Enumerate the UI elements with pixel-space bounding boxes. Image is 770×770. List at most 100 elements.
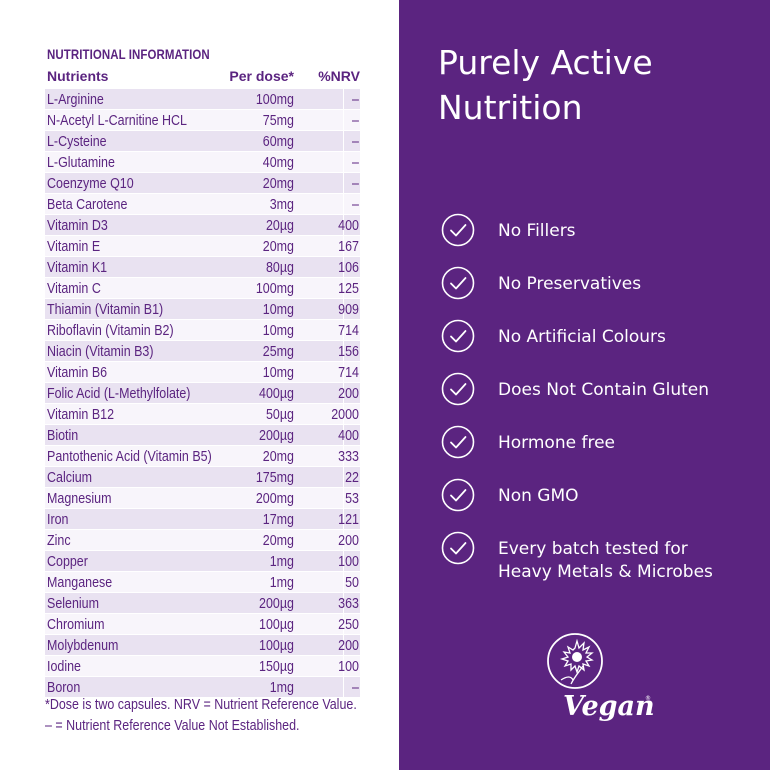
- nutrient-dose: 3mg: [269, 197, 294, 213]
- header-per-dose: Per dose*: [229, 68, 294, 84]
- nutrient-dose: 150µg: [259, 659, 294, 675]
- nutrient-dose: 10mg: [262, 323, 294, 339]
- column-divider: [343, 383, 344, 404]
- nutrient-dose: 20mg: [262, 449, 294, 465]
- nutrient-dose: 1mg: [269, 680, 294, 696]
- feature-line: Does Not Contain Gluten: [498, 380, 709, 400]
- table-row: Copper 1mg 100: [45, 551, 360, 572]
- feature-text: No Preservatives: [498, 273, 641, 296]
- nutrient-nrv: –: [352, 113, 359, 129]
- column-divider: [343, 362, 344, 383]
- nutrient-name: Riboflavin (Vitamin B2): [47, 323, 174, 339]
- nutrient-dose: 100mg: [255, 92, 294, 108]
- nutrient-name: Magnesium: [47, 491, 112, 507]
- nutrient-name: Pantothenic Acid (Vitamin B5): [47, 449, 212, 465]
- nutrient-dose: 400µg: [259, 386, 294, 402]
- table-row: Magnesium 200mg 53: [45, 488, 360, 509]
- feature-item: Non GMO: [441, 478, 761, 518]
- column-divider: [343, 257, 344, 278]
- column-divider: [343, 551, 344, 572]
- nutrient-name: Iron: [47, 512, 69, 528]
- nutrient-nrv: –: [352, 155, 359, 171]
- table-row: Selenium 200µg 363: [45, 593, 360, 614]
- column-divider: [343, 509, 344, 530]
- table-row: Biotin 200µg 400: [45, 425, 360, 446]
- column-divider: [343, 446, 344, 467]
- nutrient-nrv: 714: [338, 365, 359, 381]
- nutrient-name: Chromium: [47, 617, 105, 633]
- feature-item: No Fillers: [441, 213, 761, 253]
- feature-item: No Preservatives: [441, 266, 761, 306]
- feature-item: Does Not Contain Gluten: [441, 372, 761, 412]
- nutrient-nrv: 156: [338, 344, 359, 360]
- table-row: L-Cysteine 60mg –: [45, 131, 360, 152]
- nutrient-nrv: 200: [338, 638, 359, 654]
- nutrient-nrv: –: [352, 92, 359, 108]
- table-row: N-Acetyl L-Carnitine HCL 75mg –: [45, 110, 360, 131]
- table-row: Chromium 100µg 250: [45, 614, 360, 635]
- nutrient-nrv: 100: [338, 659, 359, 675]
- column-divider: [343, 488, 344, 509]
- nutrient-nrv: 22: [345, 470, 359, 486]
- nutrient-nrv: 53: [345, 491, 359, 507]
- table-row: Coenzyme Q10 20mg –: [45, 173, 360, 194]
- table-row: Zinc 20mg 200: [45, 530, 360, 551]
- table-row: Vitamin E 20mg 167: [45, 236, 360, 257]
- check-circle-icon: [441, 478, 475, 512]
- feature-line: Hormone free: [498, 433, 615, 453]
- column-divider: [343, 215, 344, 236]
- nutrient-dose: 40mg: [262, 155, 294, 171]
- nutrient-name: Vitamin E: [47, 239, 101, 255]
- header-nutrients: Nutrients: [47, 68, 109, 84]
- nutrient-dose: 80µg: [265, 260, 294, 276]
- nutrient-name: Folic Acid (L-Methylfolate): [47, 386, 191, 402]
- column-divider: [343, 299, 344, 320]
- nutrient-nrv: 363: [338, 596, 359, 612]
- vegan-logo: Vegan ®: [547, 633, 655, 722]
- feature-text: Non GMO: [498, 485, 579, 508]
- nutrient-name: Molybdenum: [47, 638, 119, 654]
- feature-text: Hormone free: [498, 432, 615, 455]
- feature-text: Does Not Contain Gluten: [498, 379, 709, 402]
- vegan-logo-text: Vegan: [563, 691, 655, 722]
- column-divider: [343, 530, 344, 551]
- nutrient-nrv: 121: [338, 512, 359, 528]
- feature-item: Hormone free: [441, 425, 761, 465]
- nutrient-dose: 50µg: [265, 407, 294, 423]
- nutrient-dose: 20mg: [262, 176, 294, 192]
- nutrient-dose: 200µg: [259, 428, 294, 444]
- nutrient-name: Iodine: [47, 659, 81, 675]
- nutrient-nrv: 2000: [331, 407, 359, 423]
- nutrient-dose: 20mg: [262, 533, 294, 549]
- nutrient-dose: 200mg: [255, 491, 294, 507]
- feature-line: Every batch tested for: [498, 539, 688, 559]
- table-row: Vitamin B12 50µg 2000: [45, 404, 360, 425]
- nutrient-name: Niacin (Vitamin B3): [47, 344, 154, 360]
- column-divider: [343, 320, 344, 341]
- column-divider: [343, 467, 344, 488]
- nutrient-nrv: –: [352, 680, 359, 696]
- nutrient-name: Selenium: [47, 596, 99, 612]
- nutrient-name: Copper: [47, 554, 88, 570]
- nutrition-panel: NUTRITIONAL INFORMATION Nutrients Per do…: [45, 46, 360, 734]
- column-divider: [343, 152, 344, 173]
- nutrition-title: NUTRITIONAL INFORMATION: [47, 46, 210, 62]
- headline-line-2: Nutrition: [438, 88, 583, 127]
- nutrient-nrv: 250: [338, 617, 359, 633]
- nutrient-name: Thiamin (Vitamin B1): [47, 302, 164, 318]
- nutrient-name: Boron: [47, 680, 81, 696]
- table-row: Iron 17mg 121: [45, 509, 360, 530]
- nutrient-name: Beta Carotene: [47, 197, 128, 213]
- feature-line: Non GMO: [498, 486, 579, 506]
- nutrient-nrv: 100: [338, 554, 359, 570]
- column-divider: [343, 173, 344, 194]
- nutrient-dose: 100µg: [259, 638, 294, 654]
- column-divider: [343, 677, 344, 698]
- nutrient-dose: 60mg: [262, 134, 294, 150]
- nutrient-nrv: 714: [338, 323, 359, 339]
- table-row: Beta Carotene 3mg –: [45, 194, 360, 215]
- nutrient-dose: 10mg: [262, 302, 294, 318]
- nutrient-name: Coenzyme Q10: [47, 176, 134, 192]
- column-divider: [343, 131, 344, 152]
- table-row: Vitamin D3 20µg 400: [45, 215, 360, 236]
